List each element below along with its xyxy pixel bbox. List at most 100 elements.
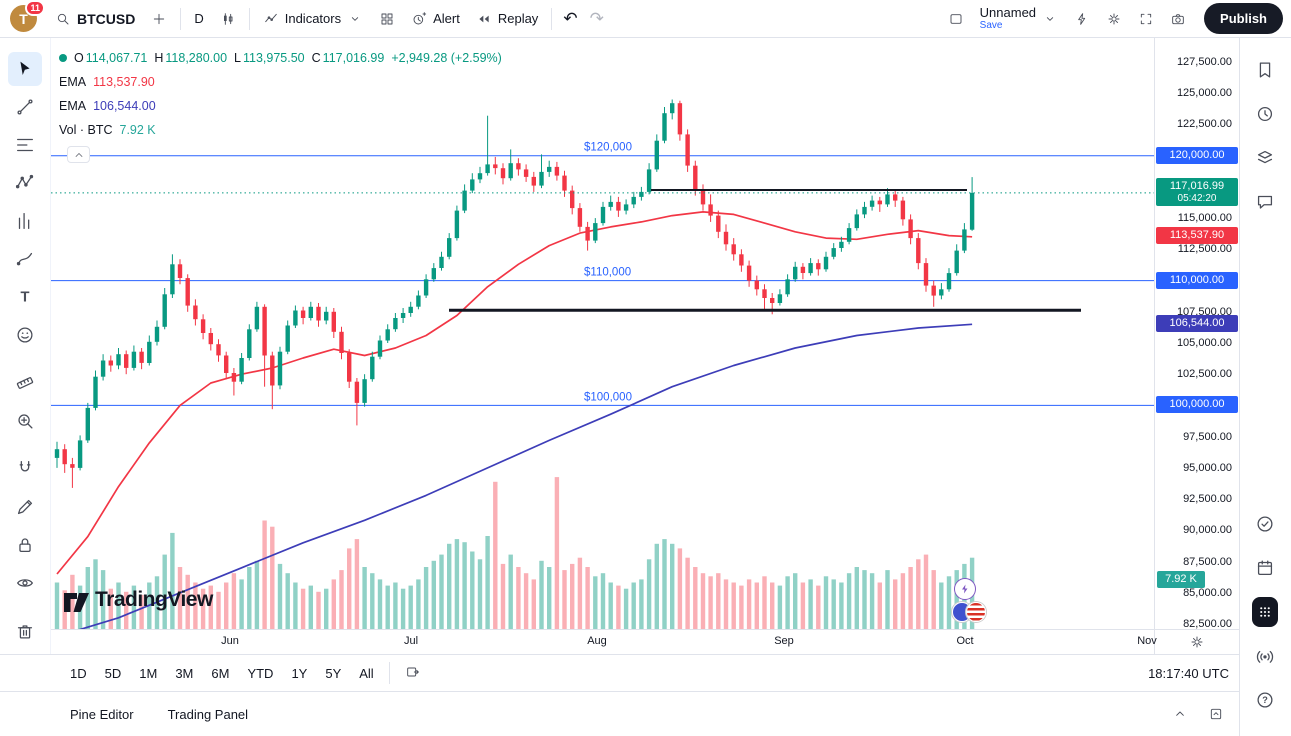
emoji-tool[interactable] bbox=[8, 318, 42, 352]
text-tool[interactable]: T bbox=[8, 280, 42, 314]
news-event-marker[interactable] bbox=[952, 602, 986, 622]
range-3m[interactable]: 3M bbox=[167, 662, 201, 685]
workspace: T $120,0 bbox=[0, 38, 1291, 736]
tab-pine-editor[interactable]: Pine Editor bbox=[70, 703, 134, 726]
trash-icon bbox=[17, 625, 33, 639]
chevron-up-icon bbox=[75, 152, 82, 157]
range-5d[interactable]: 5D bbox=[97, 662, 130, 685]
axis-settings-button[interactable] bbox=[1187, 632, 1207, 652]
ema-slow-legend-row[interactable]: EMA 106,544.00 bbox=[59, 94, 502, 118]
settings-button[interactable] bbox=[1098, 6, 1130, 32]
tab-trading-panel[interactable]: Trading Panel bbox=[168, 703, 248, 726]
price-badge: 110,000.00 bbox=[1156, 271, 1238, 289]
forecast-tool[interactable] bbox=[8, 204, 42, 238]
quick-actions-button[interactable] bbox=[1066, 6, 1098, 32]
price-tick: 105,000.00 bbox=[1176, 337, 1232, 349]
chart-center: $120,000 $110,000 $100,000 O 114,067.71 H 11… bbox=[51, 38, 1239, 654]
symbol-legend-row[interactable]: O 114,067.71 H 118,280.00 L 113,975.50 C 117… bbox=[59, 46, 502, 70]
high-label: H bbox=[154, 51, 164, 65]
panel-collapse-button[interactable] bbox=[1169, 703, 1191, 725]
object-tree-button[interactable] bbox=[1246, 139, 1284, 177]
layouts-panel-button[interactable] bbox=[940, 6, 972, 32]
price-axis[interactable]: 127,500.00 125,000.00 122,500.00 120,000.00… bbox=[1154, 38, 1239, 629]
camera-icon bbox=[1172, 13, 1184, 24]
alerts-button[interactable] bbox=[1246, 95, 1284, 133]
layout-name-button[interactable]: Unnamed Save bbox=[972, 1, 1066, 37]
screenshot-button[interactable] bbox=[1162, 6, 1194, 32]
publish-button[interactable]: Publish bbox=[1204, 3, 1283, 34]
range-1m[interactable]: 1M bbox=[131, 662, 165, 685]
chat-button[interactable] bbox=[1246, 183, 1284, 221]
ema-slow-label: EMA bbox=[59, 99, 87, 113]
svg-text:$120,000: $120,000 bbox=[584, 142, 632, 154]
layout-templates-button[interactable] bbox=[371, 6, 403, 32]
price-badge: 120,000.00 bbox=[1156, 146, 1238, 164]
lock-all-tool[interactable] bbox=[8, 528, 42, 562]
xabcd-pattern-tool[interactable] bbox=[8, 166, 42, 200]
economic-event-marker[interactable] bbox=[954, 578, 976, 600]
chart-column: T $120,0 bbox=[0, 38, 1240, 736]
redo-button[interactable]: ↷ bbox=[584, 5, 610, 33]
layout-square-icon bbox=[950, 13, 962, 24]
indicators-button[interactable]: Indicators bbox=[255, 6, 371, 32]
price-tick: 112,500.00 bbox=[1177, 243, 1232, 256]
broadcast-button[interactable] bbox=[1246, 637, 1284, 675]
fib-retracement-tool[interactable] bbox=[8, 128, 42, 162]
range-all[interactable]: All bbox=[351, 662, 381, 685]
fullscreen-button[interactable] bbox=[1130, 6, 1162, 32]
chart-wrap: T $120,0 bbox=[0, 38, 1239, 654]
toolbar-divider bbox=[551, 7, 553, 30]
interval-button[interactable]: D bbox=[186, 6, 211, 31]
chart-legend: O 114,067.71 H 118,280.00 L 113,975.50 C 117… bbox=[59, 46, 502, 142]
drawing-mode-tool[interactable] bbox=[8, 490, 42, 524]
indicators-icon bbox=[264, 13, 277, 22]
ema-fast-legend-row[interactable]: EMA 113,537.90 bbox=[59, 70, 502, 94]
remove-all-tool[interactable] bbox=[8, 614, 42, 648]
ideas-button[interactable] bbox=[1246, 505, 1284, 543]
watchlist-button[interactable] bbox=[1246, 51, 1284, 89]
brush-tool[interactable] bbox=[8, 242, 42, 276]
zoom-tool[interactable] bbox=[8, 404, 42, 438]
calendar-range-icon bbox=[406, 667, 419, 676]
replay-button[interactable]: Replay bbox=[468, 6, 546, 32]
svg-text:T: T bbox=[21, 290, 30, 306]
undo-button[interactable]: ↶ bbox=[557, 5, 583, 33]
top-toolbar: T 11 BTCUSD D Indicators bbox=[0, 0, 1291, 38]
magnet-tool[interactable] bbox=[8, 452, 42, 486]
alert-button[interactable]: Alert bbox=[403, 6, 468, 32]
range-1d[interactable]: 1D bbox=[62, 662, 95, 685]
add-symbol-button[interactable] bbox=[143, 6, 175, 32]
tradingview-logo bbox=[64, 593, 89, 612]
calendar-button[interactable] bbox=[1246, 549, 1284, 587]
chart-canvas[interactable]: $120,000 $110,000 $100,000 O 114,067.71 H 11… bbox=[51, 38, 1154, 629]
range-5y[interactable]: 5Y bbox=[317, 662, 349, 685]
open-label: O bbox=[74, 51, 84, 65]
apps-button[interactable] bbox=[1246, 593, 1284, 631]
range-6m[interactable]: 6M bbox=[203, 662, 237, 685]
toolbar-divider bbox=[388, 662, 390, 684]
volume-legend-row[interactable]: Vol · BTC 7.92 K bbox=[59, 118, 502, 142]
help-button[interactable]: ? bbox=[1246, 681, 1284, 719]
timezone-clock[interactable]: 18:17:40 UTC bbox=[1148, 665, 1229, 681]
watermark-text: TradingView bbox=[95, 588, 213, 611]
time-axis[interactable]: Jun Jul Aug Sep Oct Nov bbox=[51, 630, 1157, 654]
alert-clock-icon bbox=[413, 11, 427, 24]
price-chart-svg: $120,000 $110,000 $100,000 bbox=[51, 99, 1154, 629]
go-to-date-button[interactable] bbox=[397, 660, 429, 687]
price-tick: 127,500.00 bbox=[1176, 56, 1232, 68]
month-label: Jun bbox=[221, 635, 239, 647]
trend-line-tool[interactable] bbox=[8, 90, 42, 124]
panel-maximize-button[interactable] bbox=[1205, 703, 1227, 725]
measure-tool[interactable] bbox=[8, 366, 42, 400]
brush-icon bbox=[16, 252, 33, 266]
user-avatar[interactable]: T 11 bbox=[10, 0, 45, 32]
hide-all-tool[interactable] bbox=[8, 566, 42, 600]
legend-collapse-button[interactable] bbox=[67, 146, 90, 163]
chart-style-button[interactable] bbox=[212, 6, 244, 32]
range-ytd[interactable]: YTD bbox=[239, 662, 281, 685]
replay-icon bbox=[479, 15, 489, 22]
symbol-search-button[interactable]: BTCUSD bbox=[47, 6, 143, 32]
range-toolbar: 1D 5D 1M 3M 6M YTD 1Y 5Y All 18:17:40 UTC bbox=[0, 654, 1239, 691]
cursor-tool[interactable] bbox=[8, 52, 42, 86]
range-1y[interactable]: 1Y bbox=[283, 662, 315, 685]
